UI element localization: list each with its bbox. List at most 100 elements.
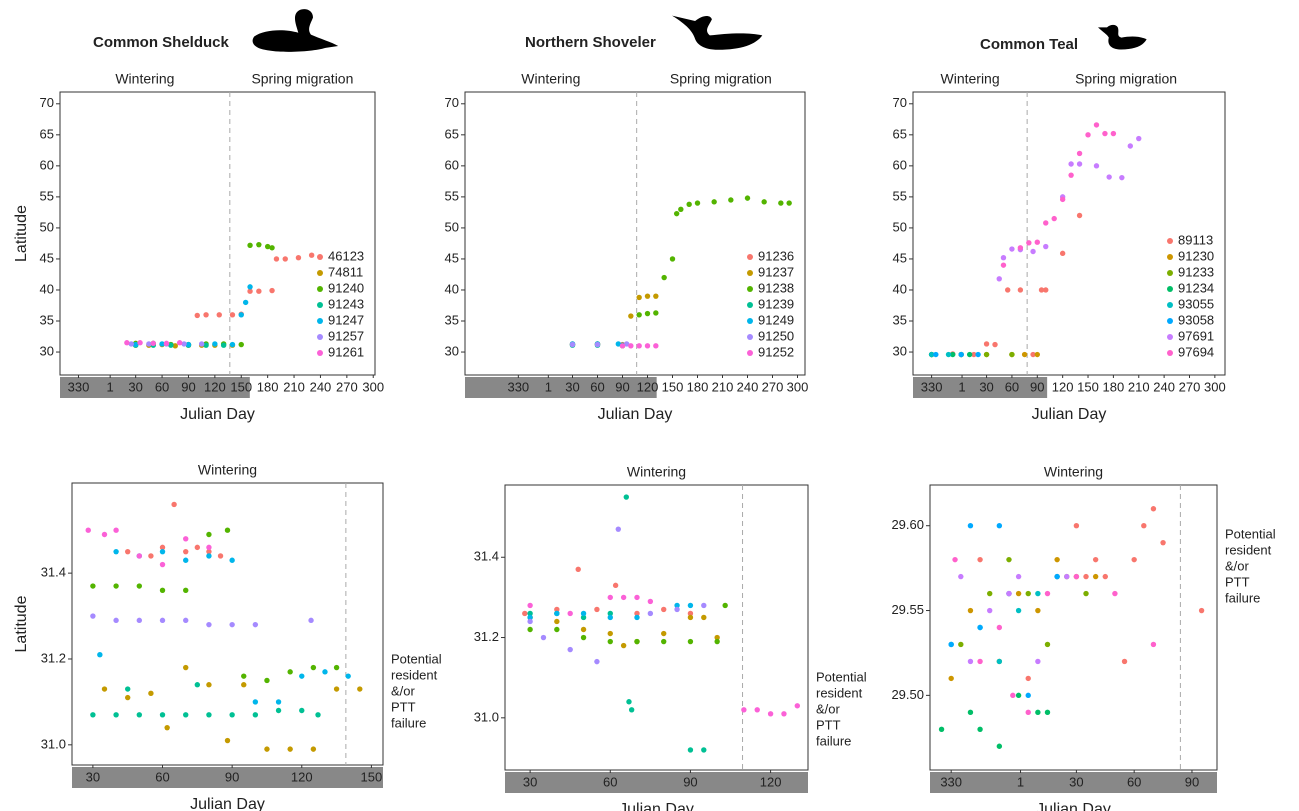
x-axis-title: Julian Day <box>180 406 255 423</box>
legend-swatch <box>1167 238 1173 244</box>
x-tick-label: 1 <box>107 379 114 394</box>
point <box>101 531 108 538</box>
point <box>1064 573 1070 580</box>
legend-swatch <box>747 286 753 292</box>
point <box>1092 573 1099 580</box>
point <box>1017 245 1024 251</box>
point <box>183 664 189 671</box>
point <box>136 583 143 589</box>
legend-label: 91249 <box>758 312 794 327</box>
annotation: Potential <box>1225 526 1276 541</box>
point <box>137 340 143 346</box>
legend-swatch <box>1167 318 1173 324</box>
point <box>958 641 964 648</box>
point <box>615 526 621 532</box>
point <box>669 256 676 262</box>
plot-frame <box>71 482 384 766</box>
point <box>948 675 954 682</box>
x-tick-label: 120 <box>1052 379 1074 394</box>
phase-label: Wintering <box>198 462 257 478</box>
point <box>216 312 222 318</box>
y-tick-label: 65 <box>893 126 907 141</box>
y-tick-label: 60 <box>40 157 54 172</box>
point <box>620 594 627 601</box>
chart-title: Northern Shoveler <box>525 34 656 51</box>
point <box>159 587 166 594</box>
legend-swatch <box>747 334 753 340</box>
annotation: failure <box>391 715 426 730</box>
point <box>315 712 321 718</box>
y-tick-label: 65 <box>445 126 459 141</box>
x-tick-label: 300 <box>362 379 384 394</box>
x-tick-label: 210 <box>1128 379 1150 394</box>
point <box>269 287 275 294</box>
point <box>287 669 293 675</box>
point <box>159 544 166 551</box>
point <box>1034 239 1040 245</box>
point <box>580 626 587 633</box>
point <box>744 195 751 201</box>
point <box>171 501 177 508</box>
point <box>1025 590 1031 597</box>
point <box>97 651 103 658</box>
point <box>1034 351 1040 358</box>
point <box>967 523 974 529</box>
point <box>168 342 174 348</box>
point <box>238 341 244 348</box>
x-tick-label: 30 <box>1069 774 1083 789</box>
point <box>540 634 547 641</box>
point <box>113 583 119 589</box>
point <box>580 614 587 621</box>
point <box>612 582 619 589</box>
y-tick-label: 50 <box>40 219 54 234</box>
point <box>554 610 560 617</box>
point <box>128 341 134 347</box>
point <box>198 341 205 347</box>
point <box>1131 556 1137 563</box>
point <box>1106 174 1112 180</box>
x-tick-label: 1 <box>545 379 552 394</box>
point <box>714 634 720 641</box>
y-tick-label: 31.0 <box>41 736 66 751</box>
point <box>194 682 201 688</box>
point <box>1038 287 1045 293</box>
legend-swatch <box>747 302 753 308</box>
point <box>661 606 667 613</box>
x-tick-label: 120 <box>204 379 226 394</box>
point <box>1009 246 1015 252</box>
legend-swatch <box>747 350 753 356</box>
y-tick-label: 60 <box>893 157 907 172</box>
point <box>90 583 96 589</box>
point <box>644 310 651 317</box>
axis-band <box>60 377 250 398</box>
plot-frame <box>464 91 806 376</box>
point <box>1054 573 1060 580</box>
point <box>580 634 587 641</box>
legend-swatch <box>317 254 323 260</box>
point <box>1150 641 1157 648</box>
point <box>269 245 275 251</box>
axis-band <box>505 772 808 793</box>
point <box>996 523 1003 529</box>
point <box>264 243 271 250</box>
plot-frame <box>59 91 376 376</box>
point <box>794 703 801 709</box>
axis-band <box>930 772 1217 793</box>
point <box>950 351 956 358</box>
point <box>1119 174 1125 181</box>
point <box>674 606 680 613</box>
x-tick-label: 180 <box>1103 379 1125 394</box>
annotation: Potential <box>816 669 867 684</box>
legend-label: 74811 <box>328 264 363 279</box>
point <box>163 340 170 347</box>
point <box>996 743 1003 749</box>
x-tick-label: 60 <box>155 769 169 784</box>
point <box>194 312 200 319</box>
point <box>628 343 634 349</box>
point <box>1051 215 1057 222</box>
point <box>661 274 667 281</box>
x-axis-title: Julian Day <box>619 801 694 811</box>
phase-label: Spring migration <box>251 71 353 87</box>
x-tick-label: 60 <box>590 379 604 394</box>
y-tick-label: 70 <box>445 95 459 110</box>
